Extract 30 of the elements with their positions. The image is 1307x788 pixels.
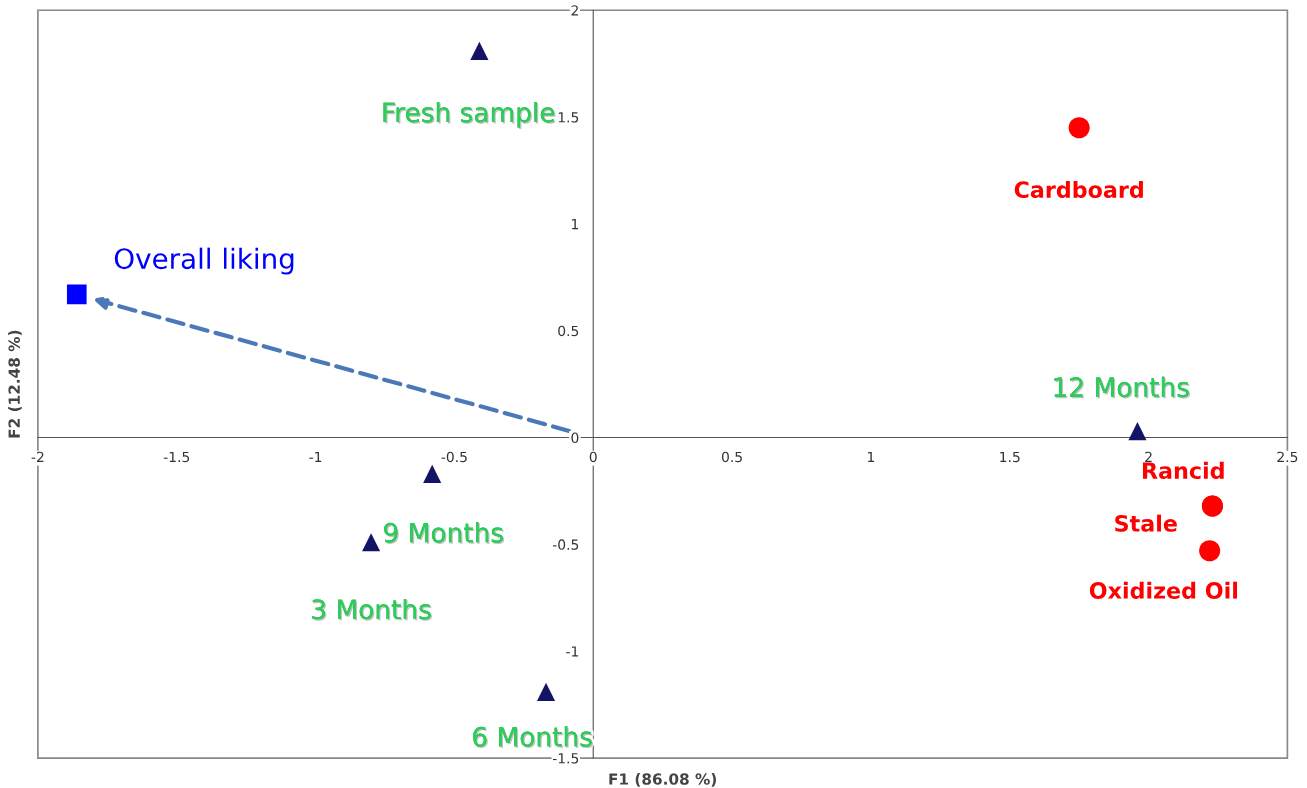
annotation: Cardboard xyxy=(1014,180,1143,199)
annotation: Rancid xyxy=(1142,461,1224,480)
x-axis-title: F1 (86.08 %) xyxy=(609,773,716,787)
y-tick-label: 2 xyxy=(571,5,578,16)
x-tick-label: -0.5 xyxy=(441,451,467,463)
x-tick-label: 0 xyxy=(589,451,597,463)
y-tick-label: 0 xyxy=(571,432,579,444)
annotation: 6 Months xyxy=(473,726,594,749)
x-tick-label: -1.5 xyxy=(163,451,190,463)
annotation: 3 Months xyxy=(312,598,433,621)
x-tick-label: 1 xyxy=(868,451,875,463)
x-tick-label: -2 xyxy=(31,451,44,463)
annotation: Fresh sample xyxy=(383,101,556,129)
x-tick-label: 0.5 xyxy=(721,451,742,463)
x-tick-label: 2.5 xyxy=(1277,451,1298,463)
x-tick-label: 2 xyxy=(1145,451,1152,463)
y-tick-label: -0.5 xyxy=(552,539,579,550)
y-tick-label: 1.5 xyxy=(558,112,579,123)
annotation: 12 Months xyxy=(1054,376,1191,399)
y-axis-title: F2 (12.48 %) xyxy=(8,330,22,438)
annotation: Overall liking xyxy=(114,247,294,275)
y-tick-label: 1 xyxy=(572,219,579,230)
annotation: 9 Months xyxy=(384,522,505,545)
annotation: Stale xyxy=(1115,514,1177,532)
y-tick-label: -1 xyxy=(566,646,579,657)
y-tick-label: 0.5 xyxy=(558,325,579,337)
y-tick-label: -1.5 xyxy=(552,753,579,764)
annotation: Oxidized Oil xyxy=(1089,581,1238,599)
x-tick-label: 1.5 xyxy=(1000,451,1020,463)
x-tick-label: -1 xyxy=(309,451,322,463)
